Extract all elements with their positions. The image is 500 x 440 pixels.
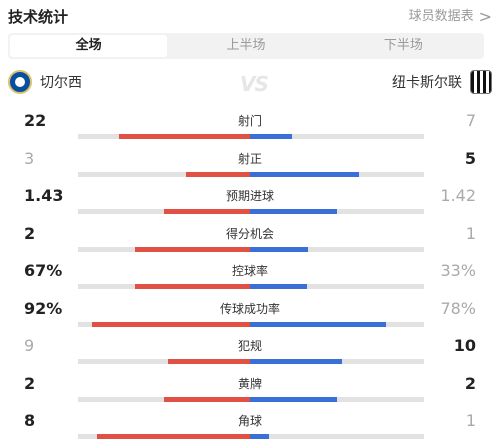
home-team-name: 切尔西 xyxy=(40,75,82,91)
stat-row: 1.43 预期进球 1.42 xyxy=(0,186,500,222)
stat-label: 射门 xyxy=(237,114,262,128)
away-stat-bar-track xyxy=(250,209,424,214)
away-stat-bar-track xyxy=(250,246,424,252)
home-stat-bar xyxy=(185,171,250,177)
away-stat-bar-track xyxy=(250,321,424,327)
stat-row: 8 角球 1 xyxy=(0,411,500,440)
away-stat-bar-track xyxy=(250,171,424,177)
away-stat-bar-track xyxy=(250,134,424,139)
home-stat-value: 67% xyxy=(24,261,63,280)
stat-label: 预期进球 xyxy=(225,189,274,203)
stat-label: 犯规 xyxy=(237,339,262,353)
home-stat-value: 2 xyxy=(24,373,36,393)
stat-row: 3 射正 5 xyxy=(0,149,500,185)
stat-row: 9 犯规 10 xyxy=(0,336,500,372)
period-tabs: 全场 上半场 下半场 xyxy=(8,33,484,59)
stat-row: 2 黄牌 2 xyxy=(0,374,500,410)
stat-row: 67% 控球率 33% xyxy=(0,261,500,297)
away-stat-value: 10 xyxy=(453,336,476,355)
newcastle-crest-icon xyxy=(470,70,492,94)
away-stat-value: 2 xyxy=(464,373,476,393)
home-stat-bar-track xyxy=(78,284,250,289)
away-stat-bar xyxy=(250,284,308,289)
home-stat-bar-track xyxy=(78,246,250,252)
stat-label: 控球率 xyxy=(231,264,268,278)
teams-row: 切尔西 VS 纽卡斯尔联 xyxy=(8,70,492,98)
home-stat-value: 92% xyxy=(24,298,63,318)
home-stat-bar-track xyxy=(78,359,250,364)
stats-header: 技术统计 球员数据表 > xyxy=(8,4,492,30)
away-stat-bar-track xyxy=(250,359,424,364)
home-stat-bar-track xyxy=(78,321,250,327)
player-stats-link-label: 球员数据表 xyxy=(408,9,474,24)
chevron-right-icon: > xyxy=(478,7,492,26)
home-stat-bar xyxy=(163,209,250,214)
away-stat-bar xyxy=(250,134,292,139)
away-stat-value: 33% xyxy=(440,261,476,280)
home-stat-value: 1.43 xyxy=(24,186,64,205)
away-stat-value: 7 xyxy=(465,111,476,130)
home-stat-bar-track xyxy=(78,134,250,139)
home-stat-bar xyxy=(134,284,250,289)
stat-label: 得分机会 xyxy=(225,226,274,241)
home-stat-bar-track xyxy=(78,171,250,177)
tab-first-half[interactable]: 上半场 xyxy=(226,38,266,53)
away-stat-value: 5 xyxy=(464,148,476,168)
away-stat-value: 78% xyxy=(440,298,476,318)
stat-row: 2 得分机会 1 xyxy=(0,224,500,260)
home-stat-value: 22 xyxy=(24,111,47,130)
away-stat-value: 1 xyxy=(465,223,476,243)
away-stat-bar xyxy=(250,209,337,214)
away-stat-value: 1 xyxy=(465,411,476,430)
section-title: 技术统计 xyxy=(8,8,69,26)
home-stat-bar-track xyxy=(78,396,250,402)
stat-label: 角球 xyxy=(237,414,262,428)
home-stat-bar-track xyxy=(78,434,250,439)
away-stat-bar xyxy=(250,359,342,364)
home-stat-bar xyxy=(91,321,250,327)
home-stat-value: 9 xyxy=(24,336,35,355)
home-stat-bar xyxy=(97,434,250,439)
chelsea-crest-icon xyxy=(8,70,32,94)
away-stat-bar-track xyxy=(250,434,424,439)
away-stat-bar xyxy=(250,171,359,177)
vs-label: VS xyxy=(240,72,269,96)
tab-second-half[interactable]: 下半场 xyxy=(383,38,423,53)
home-team: 切尔西 xyxy=(8,70,82,94)
home-stat-value: 2 xyxy=(24,223,36,243)
stat-label: 传球成功率 xyxy=(219,301,280,316)
player-stats-link[interactable]: 球员数据表 > xyxy=(409,4,492,30)
away-stat-bar xyxy=(250,321,386,327)
home-stat-bar-track xyxy=(78,209,250,214)
away-stat-bar xyxy=(250,434,270,439)
away-team-name: 纽卡斯尔联 xyxy=(392,75,462,91)
home-stat-bar xyxy=(168,359,250,364)
home-stat-bar xyxy=(119,134,250,139)
stat-label: 黄牌 xyxy=(237,376,262,391)
home-stat-bar xyxy=(135,246,250,252)
stat-label: 射正 xyxy=(237,151,262,166)
stat-row: 22 射门 7 xyxy=(0,111,500,147)
away-stat-bar xyxy=(250,396,337,402)
away-team: 纽卡斯尔联 xyxy=(392,70,492,94)
stat-row: 92% 传球成功率 78% xyxy=(0,299,500,335)
away-stat-bar-track xyxy=(250,284,424,289)
tab-full-match[interactable]: 全场 xyxy=(10,35,168,57)
away-stat-bar-track xyxy=(250,396,424,402)
home-stat-bar xyxy=(164,396,250,402)
home-stat-value: 3 xyxy=(24,148,35,168)
away-stat-bar xyxy=(250,246,308,252)
away-stat-value: 1.42 xyxy=(440,186,476,205)
home-stat-value: 8 xyxy=(24,411,36,430)
